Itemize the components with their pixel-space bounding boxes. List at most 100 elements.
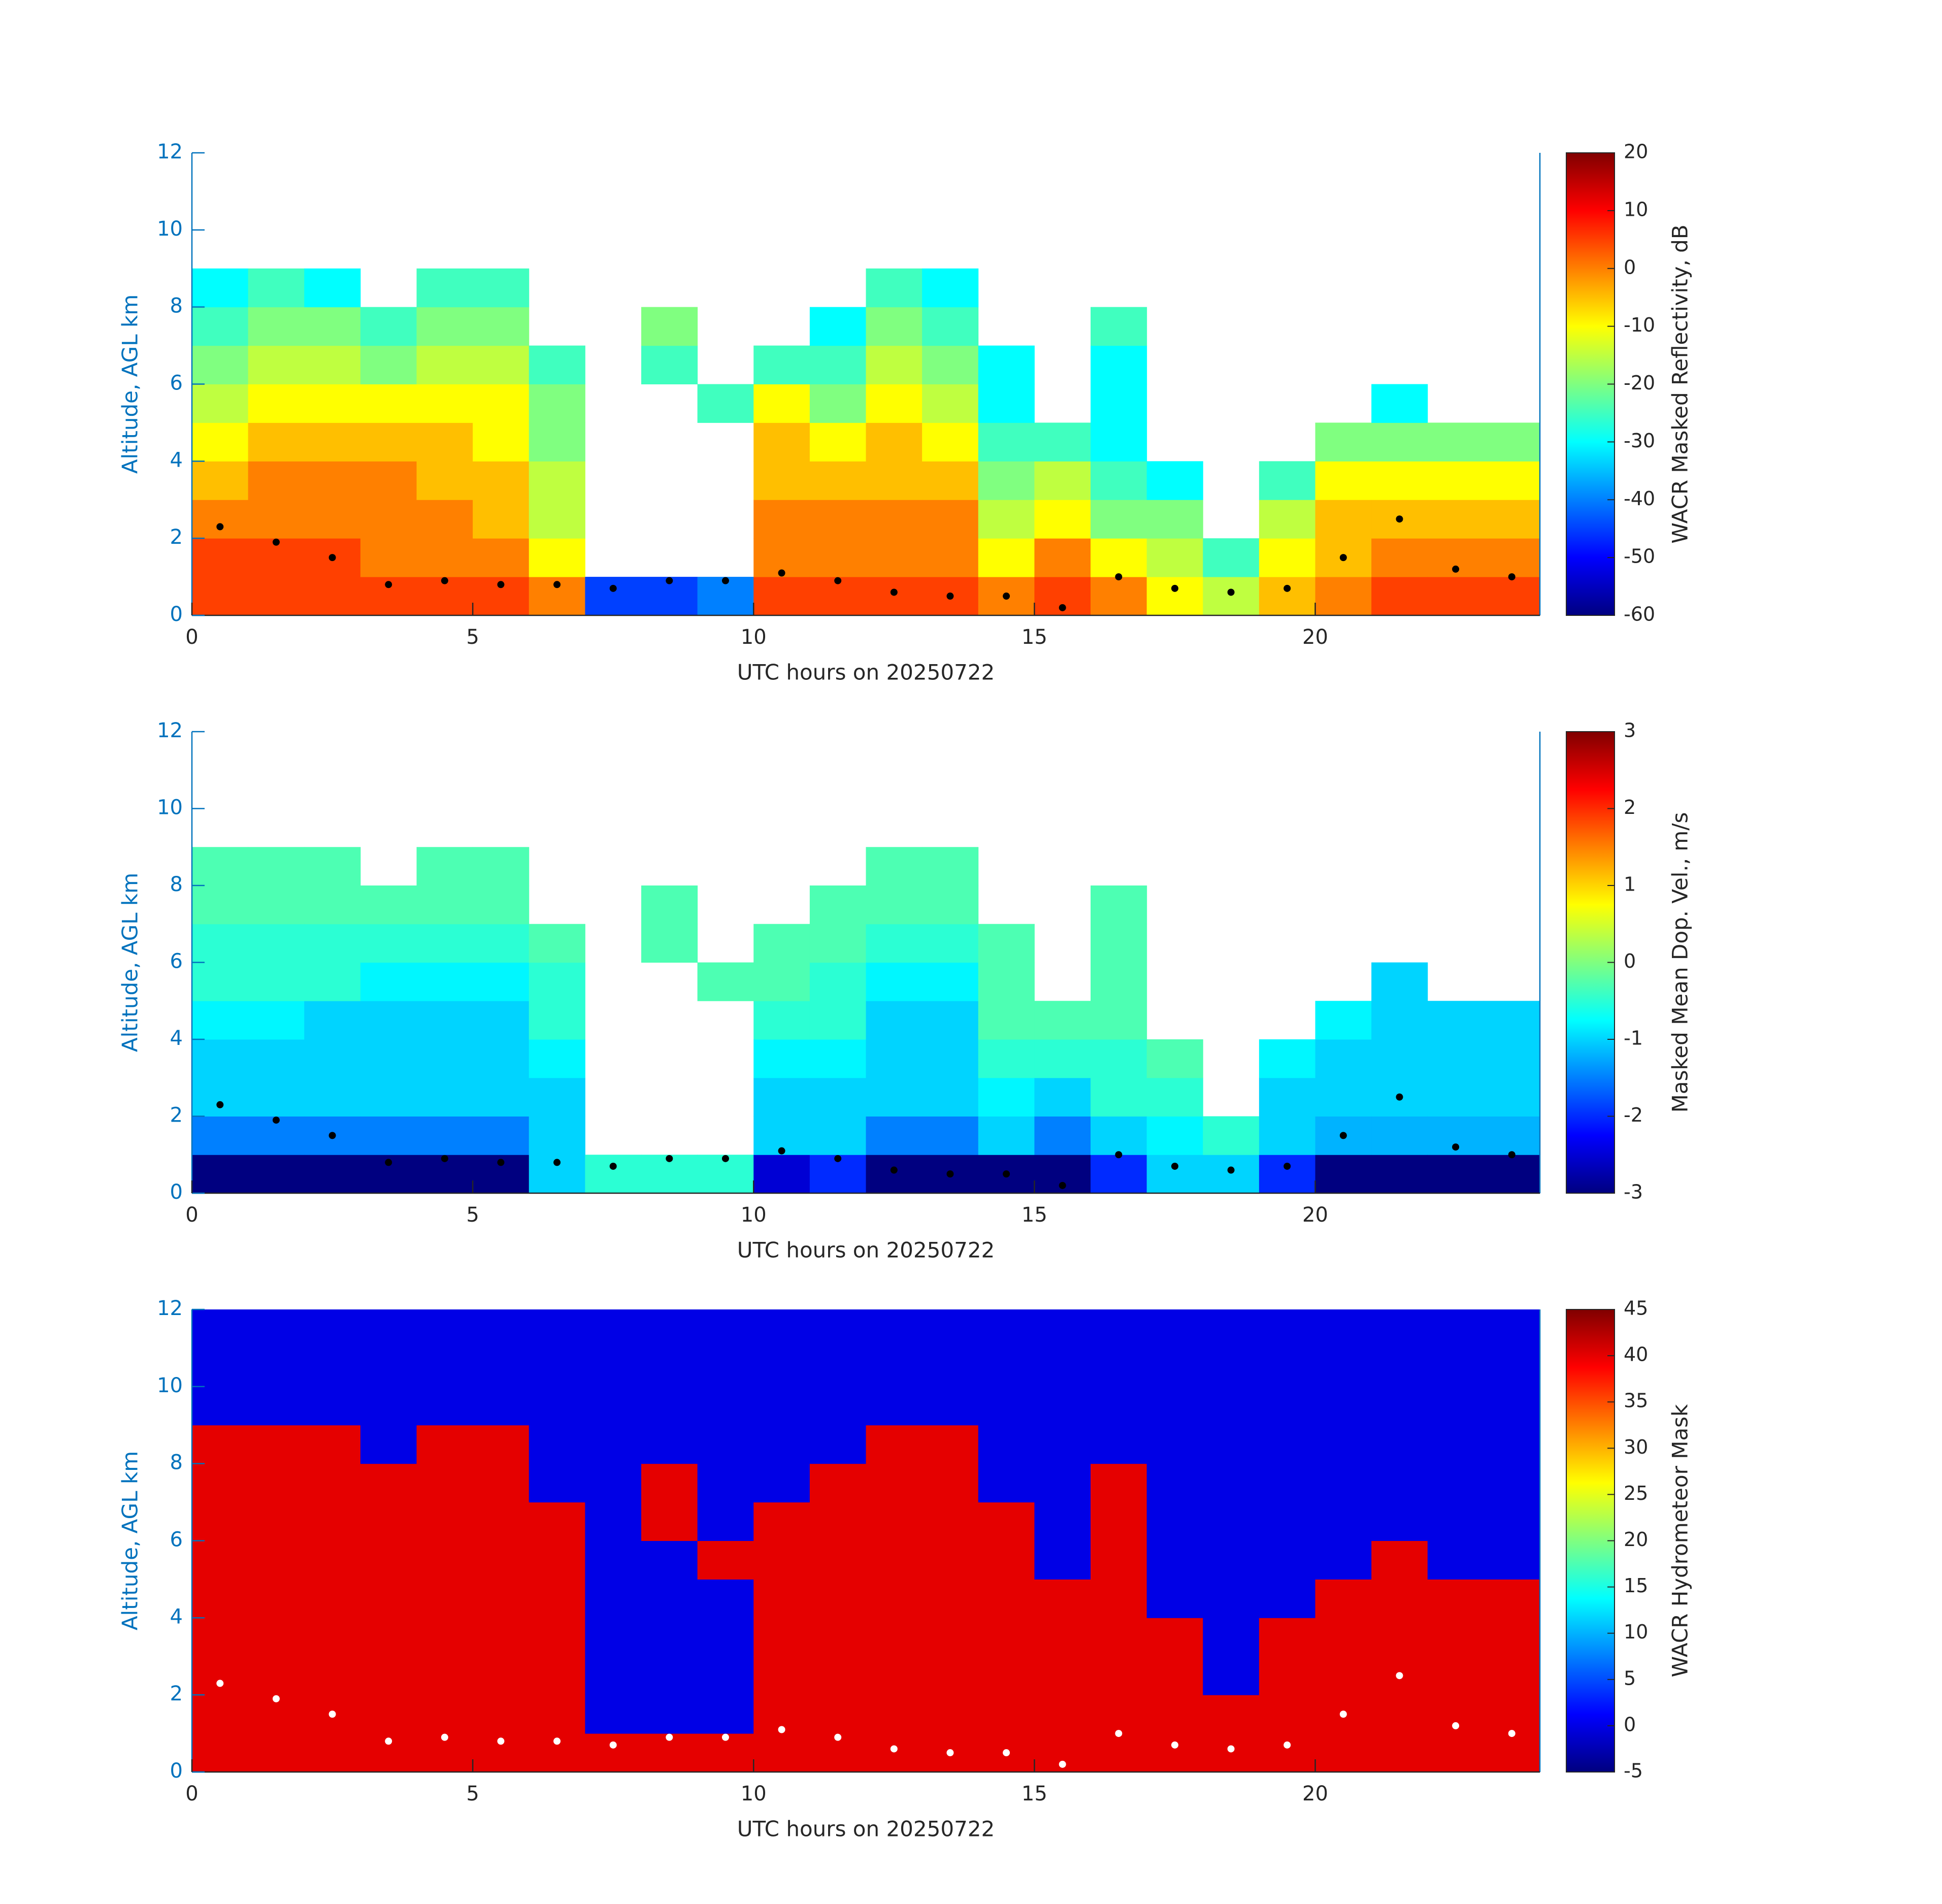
cell (1091, 345, 1147, 384)
cell (473, 1579, 530, 1618)
cell (1371, 962, 1428, 1001)
cell (866, 307, 923, 346)
cell (248, 1386, 305, 1426)
colorbar-tick-label: -10 (1624, 314, 1655, 336)
cell (1146, 1733, 1203, 1772)
cell (866, 1425, 923, 1464)
colorbar-tick-label: 10 (1624, 1621, 1648, 1643)
cell (529, 1695, 585, 1734)
y-tick-label: 6 (170, 950, 183, 973)
cloud-base-point (385, 581, 392, 588)
cell (192, 1077, 249, 1117)
cell (866, 1540, 923, 1580)
cell (304, 1039, 361, 1078)
cell (809, 962, 866, 1001)
colorbar-tick-label: -2 (1624, 1104, 1643, 1126)
cell (978, 422, 1035, 462)
cell (641, 885, 698, 925)
cell (360, 1695, 417, 1734)
colorbar (1566, 1309, 1615, 1772)
cell (922, 1656, 979, 1695)
cell (1427, 1039, 1484, 1078)
cloud-base-point (272, 1117, 280, 1124)
cell (473, 538, 530, 577)
cell (192, 345, 249, 384)
cell (473, 1425, 530, 1464)
cell (641, 1348, 698, 1387)
cloud-base-point (497, 1737, 505, 1745)
cell (866, 384, 923, 423)
cloud-base-point (666, 1733, 673, 1741)
cell (529, 1618, 585, 1657)
cell (1259, 1579, 1315, 1618)
cell (248, 1502, 305, 1541)
cell (641, 1656, 698, 1695)
y-tick-label: 10 (157, 217, 183, 241)
cloud-base-point (721, 1733, 729, 1741)
cell (248, 1656, 305, 1695)
colorbar-tick-label: -5 (1624, 1760, 1643, 1782)
colorbar-tick-label: -20 (1624, 372, 1655, 394)
cell (416, 1386, 473, 1426)
cell (1203, 1502, 1260, 1541)
cell (922, 1502, 979, 1541)
cell (1091, 1386, 1147, 1426)
cell (753, 1077, 810, 1117)
cell (1146, 1386, 1203, 1426)
x-tick-label: 20 (1302, 626, 1328, 649)
cell (922, 1579, 979, 1618)
cell (1091, 307, 1147, 346)
colorbar-tick-label: -50 (1624, 545, 1655, 568)
cell (697, 1656, 754, 1695)
colorbar-tick-label: 20 (1624, 141, 1648, 163)
cell (1484, 1077, 1540, 1117)
cloud-base-point (497, 581, 505, 588)
cell (529, 1001, 585, 1040)
cell (192, 847, 249, 886)
cloud-base-point (1283, 1162, 1291, 1170)
cell (416, 500, 473, 539)
cell (1146, 577, 1203, 616)
cell (641, 1540, 698, 1580)
cell (529, 1309, 585, 1349)
cell (304, 307, 361, 346)
cloud-base-point (946, 593, 954, 600)
cell (1034, 1386, 1091, 1426)
cell (1315, 1039, 1372, 1078)
cell (416, 1463, 473, 1503)
cell (192, 1348, 249, 1387)
cell (866, 461, 923, 500)
cell (1427, 1077, 1484, 1117)
cell (1259, 1116, 1315, 1155)
cell (529, 538, 585, 577)
cell (866, 1463, 923, 1503)
cell (641, 1618, 698, 1657)
colorbar-tick-label: 0 (1624, 1713, 1636, 1735)
cloud-base-point (666, 577, 673, 584)
x-tick-label: 20 (1302, 1203, 1328, 1227)
cell (922, 1386, 979, 1426)
cell (585, 1348, 642, 1387)
cell (416, 962, 473, 1001)
colorbar-tick-label: -30 (1624, 430, 1655, 452)
cloud-base-point (890, 1745, 898, 1753)
cell (529, 1386, 585, 1426)
cell (248, 1001, 305, 1040)
cell (473, 1077, 530, 1117)
cell (1315, 1001, 1372, 1040)
cell (922, 345, 979, 384)
cell (304, 1348, 361, 1387)
cell (809, 422, 866, 462)
cell (416, 1309, 473, 1349)
cell (1091, 1425, 1147, 1464)
x-tick-label: 5 (466, 626, 479, 649)
cloud-base-point (272, 538, 280, 546)
colorbar-tick-label: -40 (1624, 487, 1655, 510)
cell (809, 307, 866, 346)
cell (1034, 461, 1091, 500)
cell (978, 1695, 1035, 1734)
cell (1091, 461, 1147, 500)
cell (1484, 1039, 1540, 1078)
cloud-base-point (666, 1155, 673, 1162)
cell (1484, 1116, 1540, 1155)
